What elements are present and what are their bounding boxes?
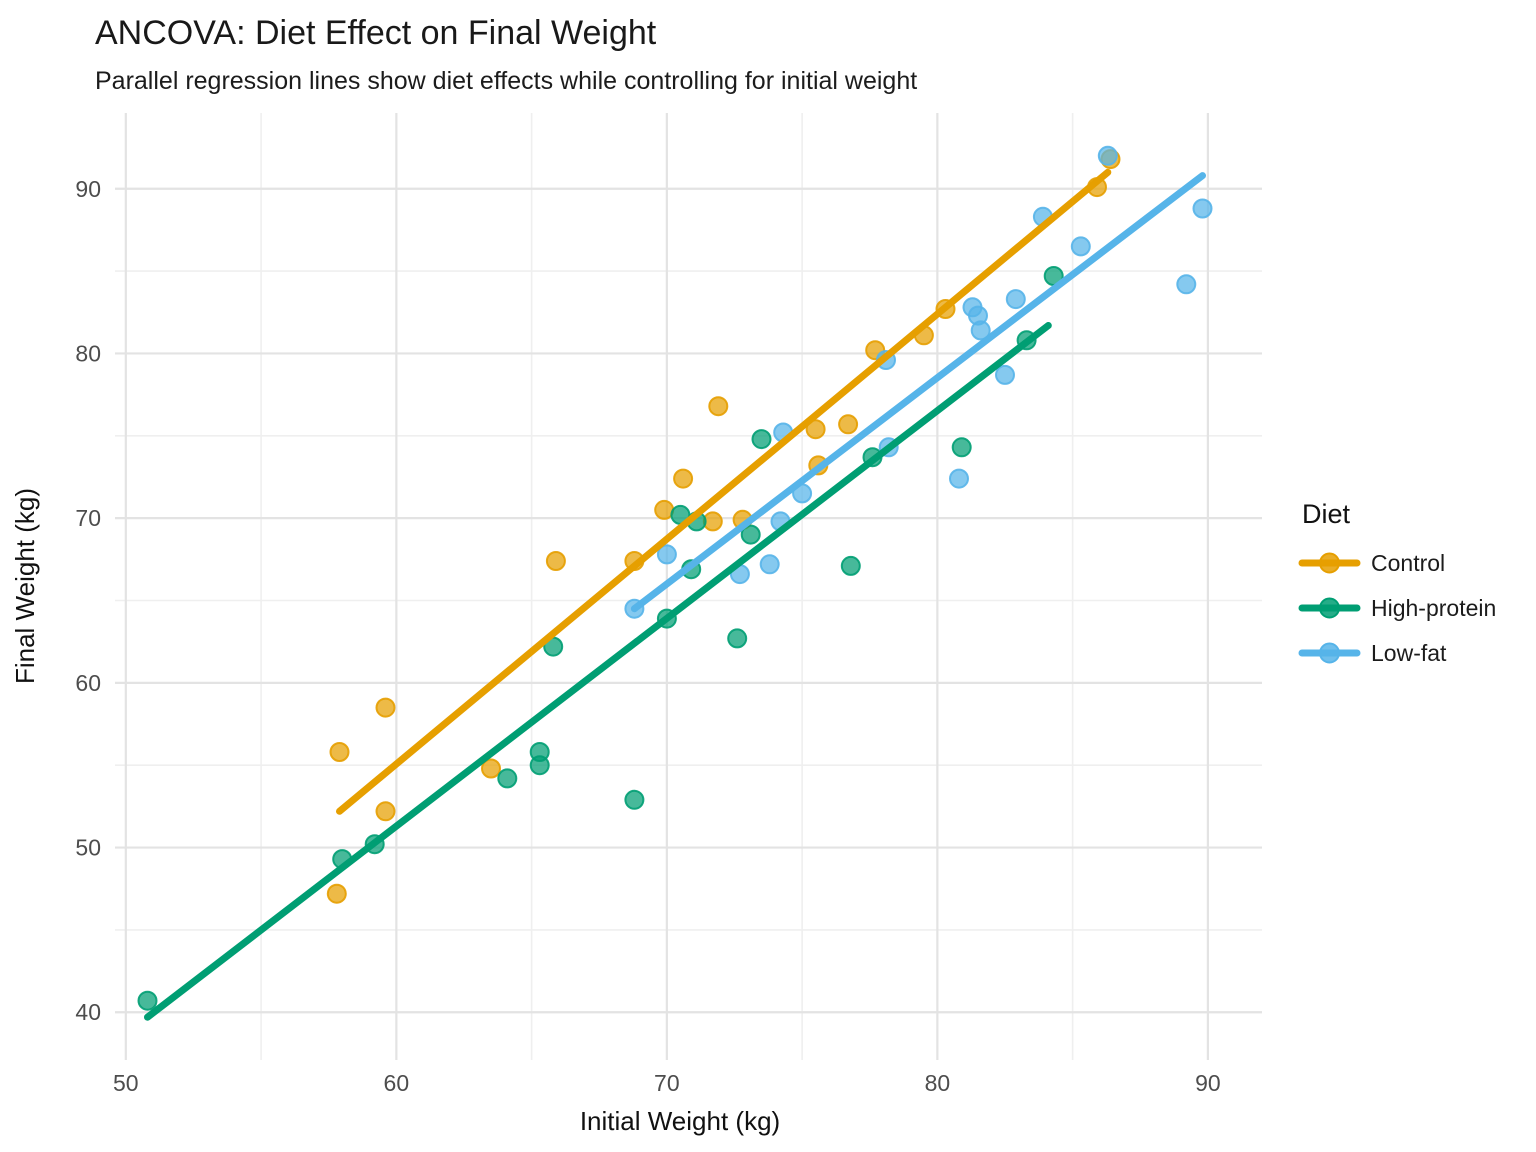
data-point-control	[838, 414, 859, 435]
data-point-control	[326, 883, 347, 904]
y-tick-label: 90	[75, 176, 101, 202]
legend-label: Control	[1371, 550, 1445, 576]
data-point-high-protein	[740, 524, 761, 545]
data-point-low-fat	[949, 468, 969, 489]
data-point-high-protein	[624, 789, 645, 810]
data-point-low-fat	[995, 364, 1015, 385]
y-tick-label: 50	[75, 835, 101, 861]
y-tick-label: 70	[75, 505, 101, 531]
x-tick-labels: 50 60 70 80 90	[113, 1070, 1221, 1096]
legend-key-point	[1319, 597, 1340, 619]
data-point-control	[329, 742, 350, 762]
data-point-high-protein	[497, 768, 518, 789]
data-point-high-protein	[137, 990, 158, 1011]
data-point-low-fat	[759, 554, 780, 575]
x-axis-label: Initial Weight (kg)	[580, 1106, 780, 1136]
data-point-high-protein	[751, 429, 772, 450]
x-tick-label: 90	[1195, 1070, 1221, 1096]
legend-key-point	[1319, 552, 1340, 574]
y-tick-labels: 40 50 60 70 80 90	[75, 176, 101, 1025]
legend: Diet Control High-protein Low-fat	[1298, 499, 1496, 666]
x-tick-label: 70	[654, 1070, 680, 1096]
data-point-high-protein	[840, 555, 861, 576]
legend-entries: Control High-protein Low-fat	[1298, 550, 1496, 666]
regression-line-control	[336, 168, 1112, 815]
legend-key-point	[1319, 642, 1340, 664]
x-tick-label: 50	[113, 1070, 139, 1096]
x-tick-label: 80	[925, 1070, 951, 1096]
chart-subtitle: Parallel regression lines show diet effe…	[95, 67, 917, 95]
regression-lines-layer	[144, 168, 1206, 1021]
data-point-low-fat	[1097, 145, 1118, 166]
data-point-low-fat	[1005, 289, 1026, 310]
regression-line-low-fat	[630, 172, 1206, 613]
data-point-control	[375, 801, 396, 822]
data-point-control	[481, 758, 501, 779]
data-point-high-protein	[529, 742, 550, 762]
grid-major-layer	[115, 113, 1262, 1060]
y-tick-label: 60	[75, 670, 101, 696]
data-point-high-protein	[951, 437, 972, 458]
y-tick-label: 80	[75, 340, 101, 366]
legend-title: Diet	[1302, 499, 1351, 529]
data-point-low-fat	[656, 544, 677, 565]
data-point-low-fat	[1192, 198, 1213, 219]
regression-line-high-protein	[144, 322, 1052, 1021]
legend-entry-control: Control	[1298, 550, 1445, 576]
data-point-control	[805, 419, 826, 440]
data-point-low-fat	[1176, 274, 1197, 295]
x-tick-label: 60	[384, 1070, 410, 1096]
legend-entry-low-fat: Low-fat	[1298, 640, 1447, 666]
data-point-low-fat	[1070, 236, 1091, 257]
legend-label: High-protein	[1371, 595, 1496, 621]
data-point-high-protein	[727, 628, 748, 649]
data-point-control	[545, 551, 566, 571]
y-tick-label: 40	[75, 999, 101, 1025]
legend-entry-high-protein: High-protein	[1298, 595, 1496, 621]
y-axis-label: Final Weight (kg)	[10, 488, 40, 684]
data-point-control	[708, 396, 729, 417]
chart-title: ANCOVA: Diet Effect on Final Weight	[95, 14, 657, 52]
data-point-low-fat	[970, 320, 991, 341]
data-point-control	[375, 697, 396, 718]
grid-minor-layer	[115, 113, 1262, 1060]
data-point-control	[673, 468, 694, 489]
legend-label: Low-fat	[1371, 640, 1447, 666]
